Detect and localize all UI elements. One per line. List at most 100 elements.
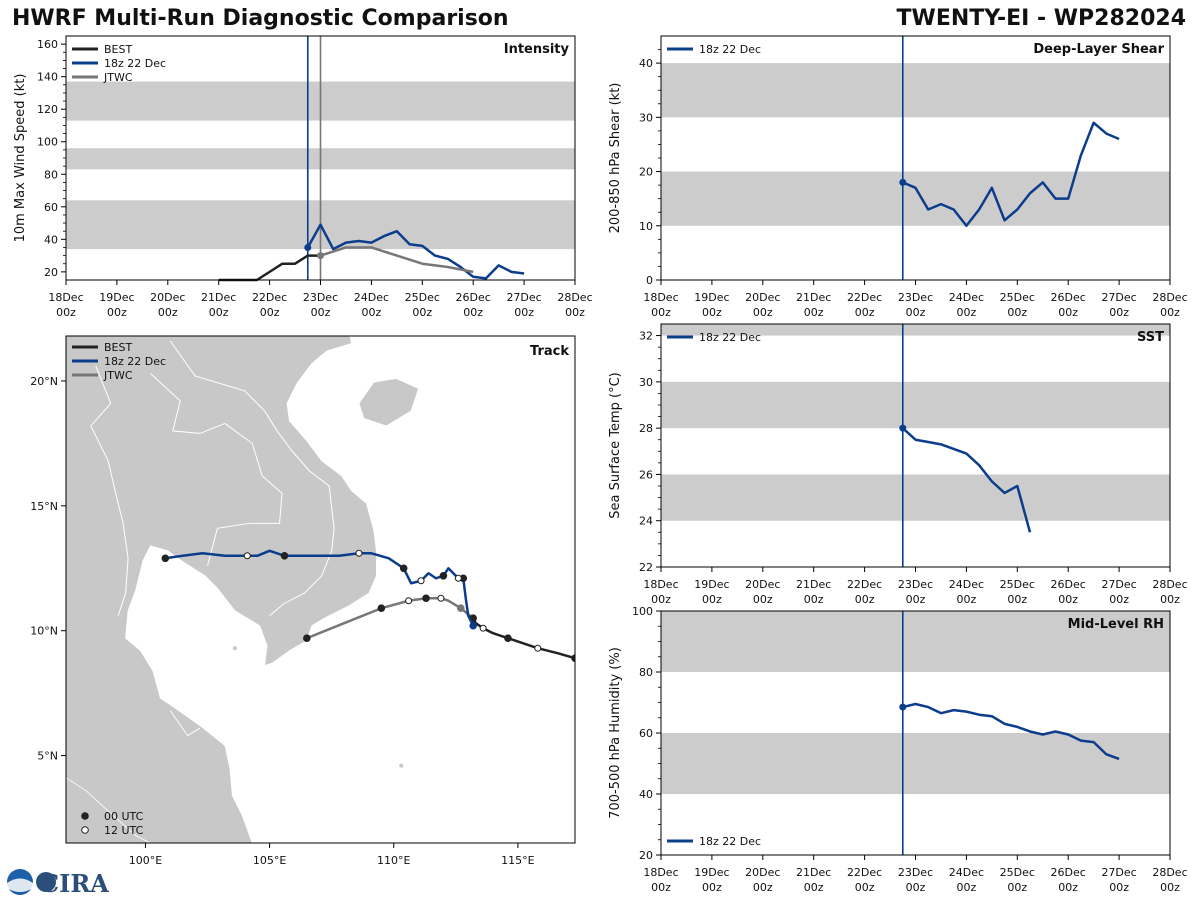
legend-label-best: BEST [104,43,132,56]
rh-xtick-date: 18Dec [643,866,678,879]
rh-xtick-date: 22Dec [847,866,882,879]
track-point-12utc-jtwc [405,597,413,605]
intensity-title: Intensity [504,42,570,57]
intensity-panel: 20 40 60 80 100 120 140 160 18Dec 00z 19Dec 00z 20De… [13,35,593,319]
track-point-00utc-hwrf [161,554,170,563]
sst-xtick-hour: 00z [906,593,926,606]
rh-band [661,611,1170,672]
track-point-12utc-jtwc [437,594,445,602]
intensity-ytick-label: 120 [37,103,58,116]
shear-ytick-label: 30 [639,111,653,124]
shear-xtick-hour: 00z [855,306,875,319]
intensity-xtick-date: 18Dec [48,291,83,304]
intensity-xtick-date: 20Dec [150,291,185,304]
intensity-ylabel: 10m Max Wind Speed (kt) [13,74,28,243]
shear-ylabel: 200-850 hPa Shear (kt) [608,83,623,234]
cira-logo-text: CIRA [40,869,109,898]
land-islet [232,646,237,651]
border-line [169,710,201,737]
shear-xtick-hour: 00z [1160,306,1180,319]
legend-label-hwrf: 18z 22 Dec [699,43,761,56]
rh-xtick-date: 26Dec [1051,866,1086,879]
land-islet [399,763,404,768]
track-xtick-label: 115°E [501,854,534,867]
rh-ytick-label: 40 [639,788,653,801]
border-line [150,373,283,566]
sst-xtick-hour: 00z [804,593,824,606]
sst-xtick-date: 21Dec [796,578,831,591]
track-point-12utc-hwrf [417,577,425,585]
rh-xtick-date: 21Dec [796,866,831,879]
rh-xtick-hour: 00z [804,881,824,894]
rh-start-point-hwrf [899,703,907,711]
track-ytick-label: 20°N [30,375,58,388]
legend-label-jtwc: JTWC [103,369,133,382]
sst-xtick-date: 24Dec [949,578,984,591]
intensity-xtick-date: 26Dec [456,291,491,304]
track-ytick-label: 15°N [30,500,58,513]
rh-panel: 20 40 60 80 100 18Dec 00z 19Dec 00z 20Dec 00z 21Dec… [608,605,1188,894]
shear-xtick-hour: 00z [1058,306,1078,319]
shear-xtick-date: 26Dec [1051,291,1086,304]
shear-xtick-hour: 00z [1109,306,1129,319]
track-point-12utc-hwrf [243,552,251,560]
track-point-00utc-jtwc [422,594,430,603]
shear-xtick-date: 20Dec [745,291,780,304]
track-start-point-jtwc [456,604,465,613]
sst-xtick-date: 20Dec [745,578,780,591]
track-point-12utc-best [479,624,487,632]
track-point-12utc-hwrf [454,574,462,582]
border-line [169,340,335,617]
rh-xtick-date: 28Dec [1152,866,1187,879]
track-point-00utc-hwrf [439,571,448,580]
shear-ytick-label: 20 [639,166,653,179]
shear-xtick-hour: 00z [753,306,773,319]
intensity-xtick-hour: 00z [56,306,76,319]
shear-xtick-date: 18Dec [643,291,678,304]
intensity-series-hwrf [306,223,525,280]
track-point-00utc-jtwc [303,634,311,643]
track-start-point-hwrf [469,621,478,630]
sst-ylabel: Sea Surface Temp (°C) [608,372,623,519]
intensity-xtick-date: 24Dec [354,291,389,304]
rh-xtick-hour: 00z [753,881,773,894]
intensity-xtick-hour: 00z [565,306,585,319]
sst-title: SST [1137,330,1164,345]
intensity-start-point-jtwc [317,252,324,260]
land-hainan [358,378,420,427]
sst-xtick-hour: 00z [753,593,773,606]
sst-xtick-hour: 00z [1058,593,1078,606]
sst-xtick-hour: 00z [957,593,977,606]
sst-ytick-label: 28 [639,422,653,435]
intensity-ytick-label: 80 [44,168,58,181]
legend-label-00utc: 00 UTC [104,810,144,823]
sst-band [661,381,1170,429]
rh-xtick-hour: 00z [1007,881,1027,894]
intensity-xtick-date: 23Dec [303,291,338,304]
shear-start-point-hwrf [899,178,907,186]
intensity-series-best [218,254,321,282]
rh-xtick-hour: 00z [1160,881,1180,894]
intensity-xtick-hour: 00z [514,306,534,319]
rh-xtick-date: 24Dec [949,866,984,879]
rh-xtick-hour: 00z [906,881,926,894]
sst-start-point-hwrf [899,424,907,432]
sst-xtick-hour: 00z [855,593,875,606]
shear-xtick-date: 22Dec [847,291,882,304]
intensity-xtick-date: 22Dec [252,291,287,304]
sst-xtick-date: 18Dec [643,578,678,591]
rh-ytick-label: 60 [639,727,653,740]
rh-xtick-hour: 00z [702,881,722,894]
sst-band [661,474,1170,521]
rh-xtick-date: 23Dec [898,866,933,879]
shear-xtick-date: 28Dec [1152,291,1187,304]
intensity-frame [65,35,576,281]
shear-ytick-label: 40 [639,57,653,70]
intensity-xtick-hour: 00z [158,306,178,319]
track-point-12utc-best [534,644,542,652]
sst-xtick-hour: 00z [702,593,722,606]
intensity-xtick-date: 19Dec [99,291,134,304]
intensity-ytick-label: 40 [44,233,58,246]
sst-series-hwrf [901,427,1032,533]
